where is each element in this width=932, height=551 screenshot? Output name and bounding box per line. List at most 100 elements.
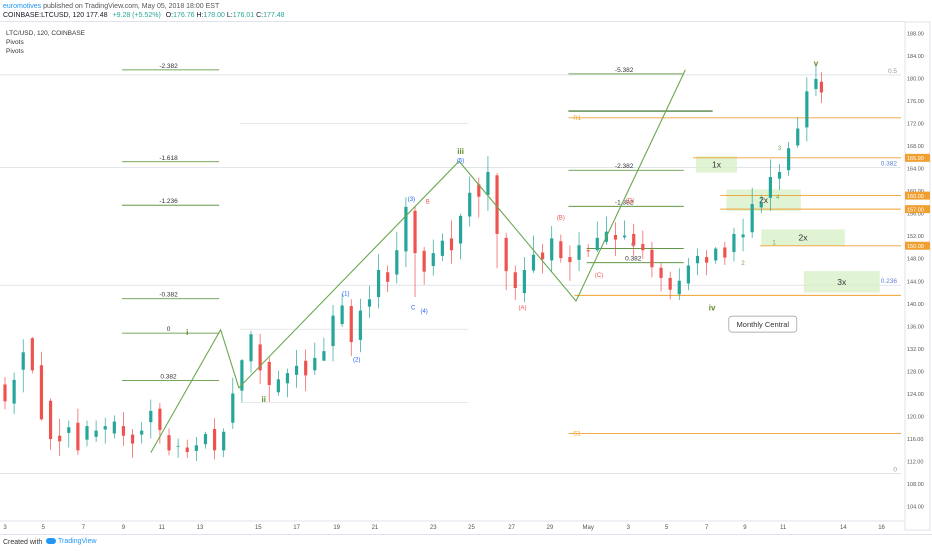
low-value: 176.01: [232, 12, 255, 19]
target-label: 3x: [837, 277, 847, 287]
chart-pane[interactable]: [0, 21, 905, 522]
candle-body: [413, 210, 417, 254]
subwave-label: (5): [457, 158, 464, 164]
x-tick-label: 3: [3, 525, 7, 531]
candle-body: [796, 128, 800, 146]
candle-body: [285, 373, 290, 384]
y-tick-label: 176.00: [907, 99, 924, 105]
candle-body: [358, 310, 362, 340]
y-tick-label: 156.00: [907, 212, 924, 218]
candle-body: [112, 421, 116, 434]
x-tick-label: 19: [333, 525, 340, 531]
candle-body: [94, 430, 98, 437]
candle-body: [623, 235, 627, 238]
candle-body: [249, 334, 253, 362]
y-tick-label: 188.00: [907, 31, 924, 37]
price-chart[interactable]: 104.00 108.00 112.00 116.00 120.00 124.00 128.…: [0, 0, 932, 534]
legend-pivots-2[interactable]: Pivots: [6, 48, 24, 55]
candle-body: [486, 171, 490, 196]
candle-body: [276, 379, 280, 393]
reference-label: 0: [893, 466, 897, 473]
author-link[interactable]: euromotives: [3, 3, 42, 10]
candle-body: [686, 265, 690, 284]
reference-label: 0.382: [881, 160, 898, 167]
fib-label: -2.382: [159, 63, 178, 70]
y-tick-label: 144.00: [907, 279, 924, 285]
symbol-label: COINBASE:LTCUSD, 120: [3, 12, 85, 19]
target-label: 1x: [712, 159, 722, 169]
candle-body: [787, 148, 791, 171]
subwave-label: (3): [408, 197, 415, 203]
last-price: 177.48: [86, 12, 108, 19]
y-tick-label: 136.00: [907, 324, 924, 330]
candle-body: [376, 270, 381, 298]
symbol-bar: COINBASE:LTCUSD, 120 177.48 +9.28 (+5.52…: [3, 12, 285, 19]
subwave-label: (A): [519, 305, 527, 311]
subwave-label: (2): [353, 357, 360, 363]
subwave-label: 1: [772, 241, 776, 247]
tradingview-logo-icon: [46, 538, 56, 545]
x-tick-label: 25: [468, 525, 475, 531]
candle-body: [140, 430, 144, 435]
price-flag-label: 165.90: [907, 156, 924, 162]
candle-body: [732, 233, 736, 252]
subwave-label: (1): [342, 291, 349, 297]
target-box: [726, 189, 801, 211]
subwave-label: C: [411, 305, 416, 311]
tradingview-link[interactable]: TradingView: [46, 538, 97, 545]
target-box: [803, 271, 880, 293]
fib-label: -1.236: [159, 198, 178, 205]
candle-body: [759, 202, 763, 208]
candle-body: [531, 254, 536, 271]
y-tick-label: 168.00: [907, 144, 924, 150]
annotation-box: [728, 315, 798, 333]
y-tick-label: 164.00: [907, 167, 924, 173]
candle-body: [395, 250, 399, 275]
fib-label: -2.382: [615, 163, 634, 170]
candle-body: [103, 426, 107, 430]
fib-label: 0.382: [625, 256, 642, 263]
candle-body: [504, 237, 508, 272]
y-tick-label: 148.00: [907, 257, 924, 263]
candle-body: [668, 277, 672, 290]
reference-label: 0.236: [881, 278, 898, 285]
candle-body: [541, 252, 545, 260]
candle-body: [768, 177, 772, 198]
target-label: 2x: [799, 233, 809, 243]
subwave-label: 3: [778, 146, 782, 152]
price-flag: [905, 191, 930, 200]
x-tick-label: 27: [508, 525, 515, 531]
subwave-label: (D): [626, 198, 634, 204]
candle-body: [714, 248, 718, 261]
x-tick-label: 7: [705, 525, 709, 531]
price-change: +9.28 (+5.52%): [112, 12, 161, 19]
candle-body: [650, 249, 654, 268]
annotation-label: Monthly Central: [737, 320, 790, 329]
candle-body: [513, 272, 517, 289]
reference-label: 0.5: [888, 68, 897, 75]
candle-body: [3, 384, 7, 402]
candle-body: [176, 445, 180, 447]
close-value: 177.48: [263, 12, 285, 19]
y-tick-label: 104.00: [907, 505, 924, 511]
y-tick-label: 120.00: [907, 415, 924, 421]
y-tick-label: 116.00: [907, 437, 923, 443]
candle-body: [386, 272, 390, 282]
candle-body: [777, 171, 782, 179]
y-tick-label: 112.00: [907, 460, 923, 466]
legend-pivots-1[interactable]: Pivots: [6, 39, 24, 46]
subwave-label: (B): [557, 215, 565, 221]
wave-label: ii: [262, 395, 266, 404]
x-tick-label: 9: [743, 525, 747, 531]
candle-body: [550, 238, 554, 261]
y-tick-label: 108.00: [907, 482, 924, 488]
fib-label: -1.382: [615, 199, 634, 206]
candle-body: [39, 365, 44, 420]
price-flag-label: 157.00: [907, 207, 924, 213]
x-tick-label: 5: [665, 525, 669, 531]
x-tick-label: 29: [547, 525, 554, 531]
candle-body: [222, 431, 226, 451]
x-tick-label: 15: [255, 525, 262, 531]
price-axis: [904, 21, 931, 531]
candle-body: [21, 352, 25, 370]
